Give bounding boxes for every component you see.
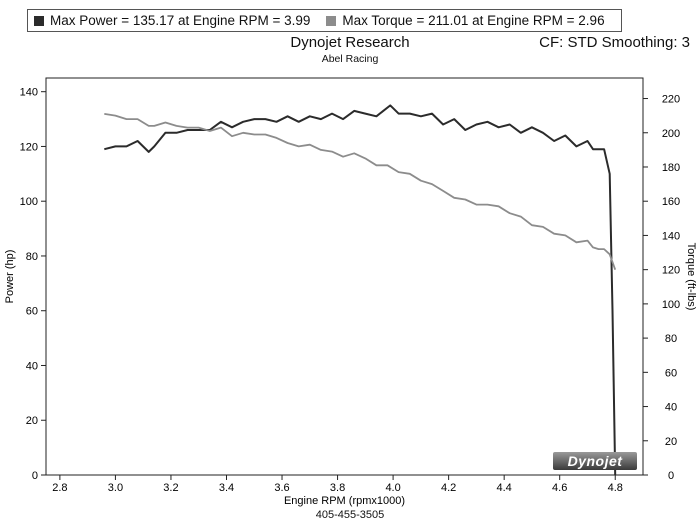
y-tick-label: 100 <box>20 196 38 208</box>
x-tick-label: 4.4 <box>497 482 512 494</box>
x-tick-label: 3.0 <box>108 482 123 494</box>
x-tick-label: 2.8 <box>52 482 67 494</box>
y2-tick-label: 60 <box>665 367 677 379</box>
y-axis-label: Power (hp) <box>4 250 16 304</box>
y-tick-label: 40 <box>26 360 38 372</box>
chart-subtitle: Abel Racing <box>321 53 379 65</box>
footer-phone: 405-455-3505 <box>315 509 385 521</box>
y-tick-label: 0 <box>32 470 38 482</box>
y2-tick-label: 140 <box>662 230 680 242</box>
y2-tick-label: 200 <box>662 128 680 140</box>
legend-power-swatch <box>34 15 44 26</box>
x-tick-label: 4.6 <box>552 482 567 494</box>
y2-tick-label: 100 <box>662 299 680 311</box>
y2-tick-label: 220 <box>662 94 680 106</box>
x-axis-label: Engine RPM (rpmx1000) <box>284 495 405 507</box>
dynojet-logo: Dynojet <box>553 452 637 470</box>
y-tick-label: 80 <box>26 251 38 263</box>
x-tick-label: 4.8 <box>608 482 623 494</box>
y2-tick-label: 180 <box>662 162 680 174</box>
legend-power: Max Power = 135.17 at Engine RPM = 3.99 <box>34 13 310 28</box>
legend-torque-swatch <box>326 15 337 26</box>
y2-tick-label: 0 <box>668 470 674 482</box>
y-tick-label: 140 <box>20 87 38 99</box>
legend-torque: Max Torque = 211.01 at Engine RPM = 2.96 <box>326 13 605 28</box>
y2-tick-label: 20 <box>665 436 677 448</box>
y2-axis-label: Torque (ft-lbs) <box>685 243 697 311</box>
x-tick-label: 3.8 <box>330 482 345 494</box>
y-tick-label: 120 <box>20 141 38 153</box>
legend-power-label: Max Power = 135.17 at Engine RPM = 3.99 <box>50 13 311 28</box>
y2-tick-label: 40 <box>665 402 677 414</box>
legend-torque-label: Max Torque = 211.01 at Engine RPM = 2.96 <box>342 13 605 28</box>
y-tick-label: 60 <box>26 306 38 318</box>
series-line-torque <box>104 113 617 271</box>
cf-smoothing-label: CF: STD Smoothing: 3 <box>539 34 690 51</box>
x-tick-label: 4.0 <box>385 482 400 494</box>
x-tick-label: 3.6 <box>274 482 289 494</box>
y2-tick-label: 160 <box>662 196 680 208</box>
chart-title: Dynojet Research <box>290 34 410 51</box>
series-line-power <box>104 104 617 476</box>
y-tick-label: 20 <box>26 415 38 427</box>
y2-tick-label: 80 <box>665 333 677 345</box>
plot-frame <box>45 77 644 476</box>
x-tick-label: 4.2 <box>441 482 456 494</box>
y2-tick-label: 120 <box>662 265 680 277</box>
x-tick-label: 3.4 <box>219 482 234 494</box>
x-tick-label: 3.2 <box>163 482 178 494</box>
legend: Max Power = 135.17 at Engine RPM = 3.99 … <box>27 9 622 32</box>
